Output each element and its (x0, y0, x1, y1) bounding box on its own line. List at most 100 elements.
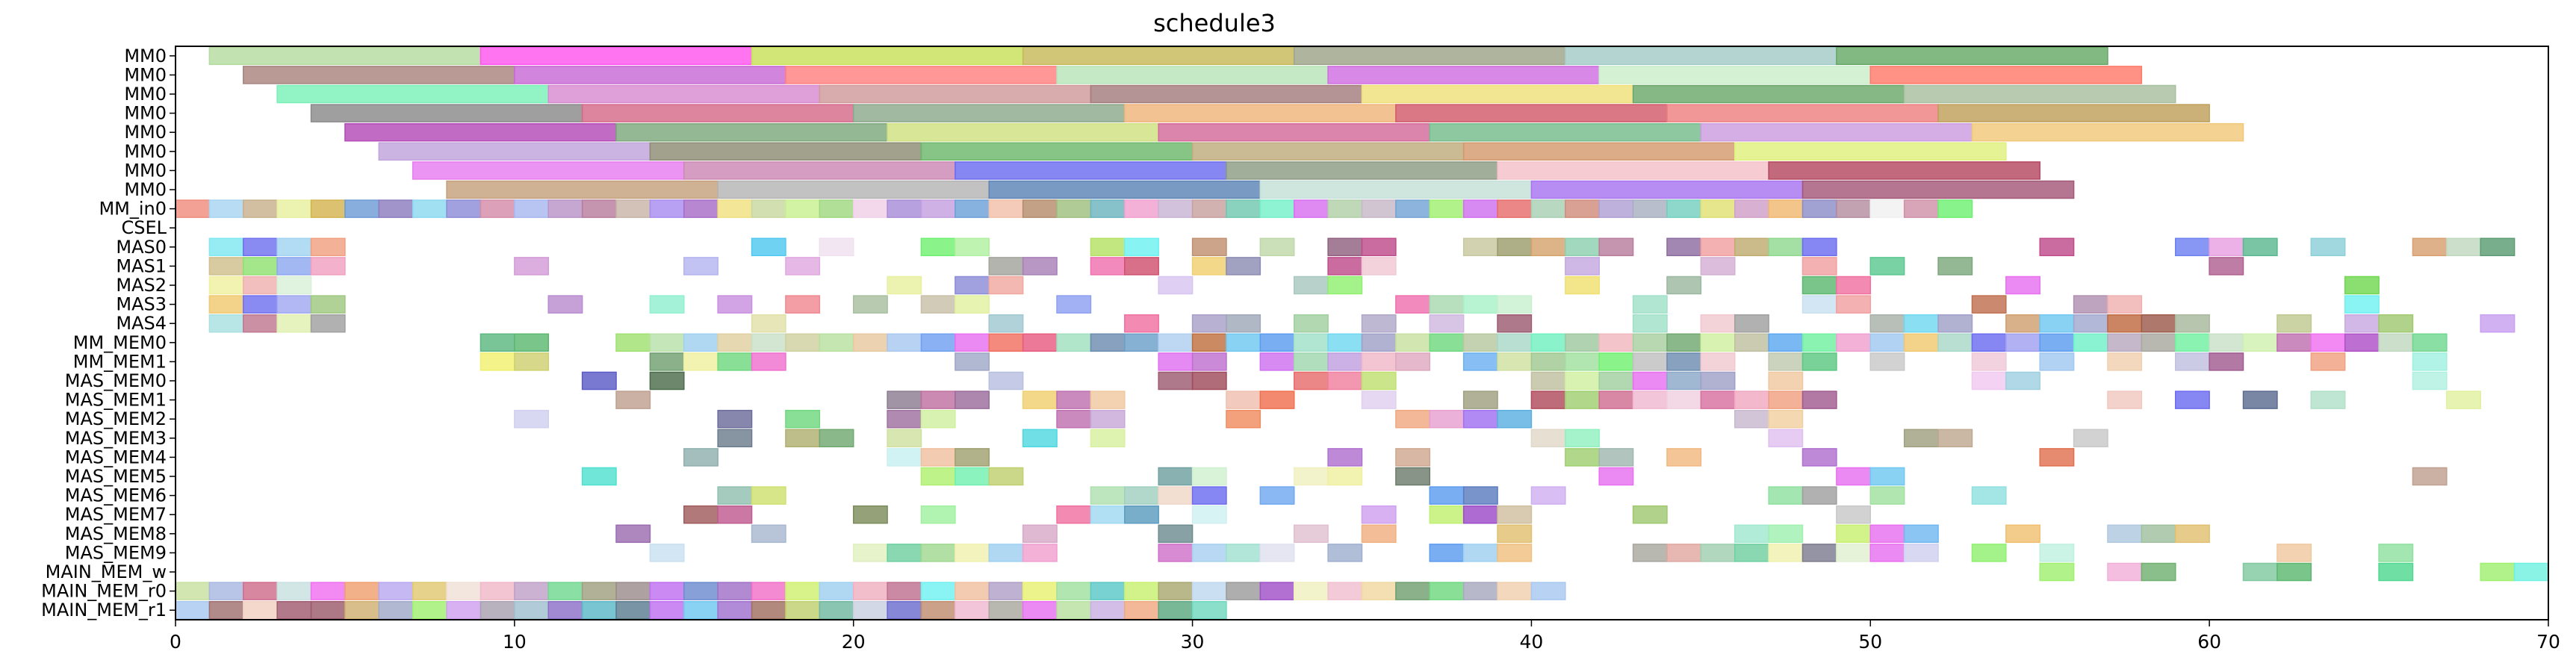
y-tick-label: MAS_MEM8 (65, 523, 167, 544)
task-bar (717, 582, 753, 600)
task-bar (1903, 544, 1939, 562)
y-tick-label: MM0 (124, 160, 167, 181)
task-bar (1768, 544, 1804, 562)
task-bar (1598, 237, 1634, 257)
task-bar (988, 582, 1024, 600)
x-tick-label: 0 (170, 631, 181, 653)
task-bar (1768, 199, 1804, 218)
task-bar (1191, 237, 1227, 257)
task-bar (819, 84, 1092, 104)
task-bar (1565, 46, 1837, 66)
y-tick-label: MM_MEM0 (73, 332, 167, 353)
task-bar (1429, 199, 1465, 218)
task-bar (1869, 544, 1905, 562)
task-bar (1462, 391, 1498, 409)
task-bar (2107, 562, 2143, 582)
task-bar (1090, 257, 1126, 276)
y-tick-label: MM0 (124, 122, 167, 143)
plot-frame (175, 46, 2549, 620)
task-bar (310, 314, 346, 333)
x-tick-label: 40 (1520, 631, 1544, 653)
task-bar (1497, 333, 1533, 352)
task-bar (1971, 333, 2007, 352)
task-bar (1293, 46, 1566, 66)
task-bar (1429, 486, 1465, 505)
task-bar (1768, 352, 1804, 371)
task-bar (1056, 582, 1092, 600)
task-bar (243, 600, 278, 620)
task-bar (615, 391, 651, 409)
task-bar (887, 276, 922, 295)
task-bar (581, 104, 854, 122)
task-bar (1734, 237, 1769, 257)
task-bar (2005, 371, 2040, 391)
task-bar (1158, 582, 1194, 600)
task-bar (1022, 429, 1058, 448)
task-bar (988, 333, 1024, 352)
task-bar (1226, 314, 1261, 333)
task-bar (920, 600, 956, 620)
task-bar (1530, 333, 1566, 352)
task-bar (1497, 544, 1533, 562)
task-bar (1768, 333, 1804, 352)
task-bar (683, 600, 719, 620)
task-bar (717, 199, 753, 218)
task-bar (1903, 199, 1939, 218)
task-bar (649, 295, 685, 314)
task-bar (2480, 314, 2516, 333)
task-bar (887, 333, 922, 352)
task-bar (1530, 582, 1566, 600)
task-bar (1700, 333, 1736, 352)
task-bar (1327, 582, 1363, 600)
task-bar (1259, 582, 1295, 600)
task-bar (785, 199, 821, 218)
task-bar (785, 582, 821, 600)
task-bar (1226, 161, 1498, 180)
task-bar (988, 180, 1261, 199)
task-bar (1836, 199, 1872, 218)
task-bar (1565, 333, 1600, 352)
task-bar (1632, 84, 1905, 104)
task-bar (1801, 199, 1837, 218)
task-bar (1293, 524, 1329, 544)
task-bar (1191, 142, 1465, 161)
task-bar (2378, 333, 2414, 352)
task-bar (751, 582, 786, 600)
task-bar (1869, 524, 1905, 544)
task-bar (1565, 352, 1600, 371)
task-bar (276, 314, 312, 333)
y-tick-label: MM0 (124, 141, 167, 162)
task-bar (1158, 544, 1194, 562)
task-bar (649, 333, 685, 352)
task-bar (1090, 199, 1126, 218)
task-bar (751, 237, 786, 257)
task-bar (649, 142, 922, 161)
task-bar (1530, 429, 1566, 448)
x-tick-label: 70 (2536, 631, 2560, 653)
task-bar (920, 448, 956, 467)
task-bar (1293, 314, 1329, 333)
task-bar (2310, 391, 2346, 409)
task-bar (1158, 467, 1194, 486)
task-bar (1259, 333, 1295, 352)
task-bar (2276, 333, 2312, 352)
task-bar (1395, 582, 1431, 600)
task-bar (1327, 544, 1363, 562)
task-bar (1327, 448, 1363, 467)
task-bar (717, 429, 753, 448)
task-bar (1734, 199, 1769, 218)
task-bar (1666, 371, 1702, 391)
task-bar (955, 582, 990, 600)
task-bar (243, 257, 278, 276)
task-bar (1700, 314, 1736, 333)
task-bar (1462, 505, 1498, 524)
task-bar (955, 544, 990, 562)
y-tick-label: MAIN_MEM_r0 (41, 581, 167, 602)
task-bar (1565, 391, 1600, 409)
task-bar (2209, 333, 2244, 352)
task-bar (717, 333, 753, 352)
task-bar (514, 409, 549, 429)
task-bar (1530, 199, 1566, 218)
task-bar (2141, 314, 2176, 333)
task-bar (1937, 429, 1973, 448)
